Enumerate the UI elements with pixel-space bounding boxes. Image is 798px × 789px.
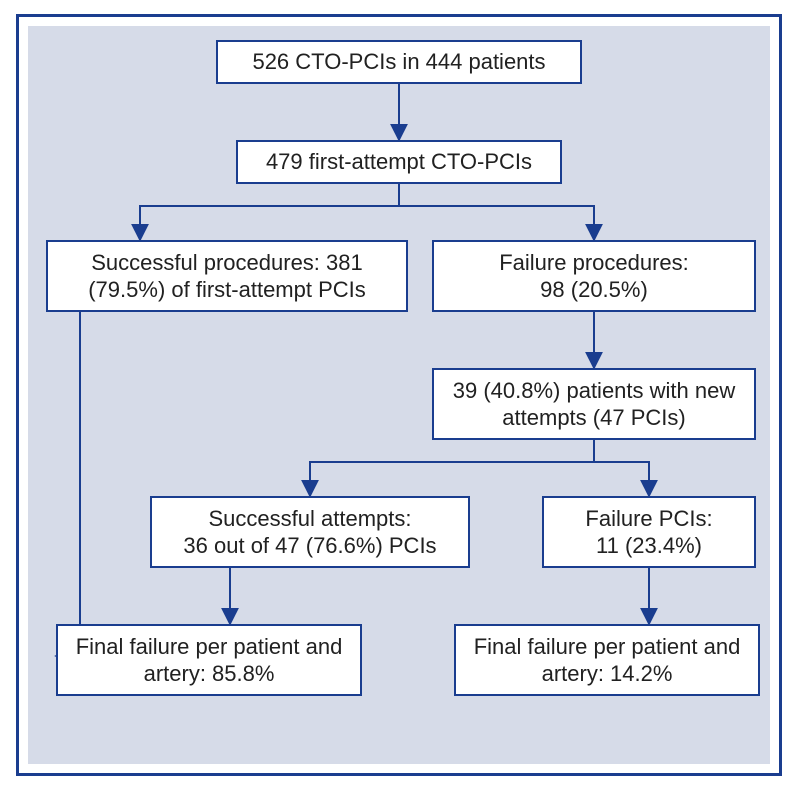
node-n1: 526 CTO-PCIs in 444 patients [216,40,582,84]
node-n8: Final failure per patient and artery: 85… [56,624,362,696]
node-n4: Failure procedures:98 (20.5%) [432,240,756,312]
node-n9: Final failure per patient and artery: 14… [454,624,760,696]
node-n6: Successful attempts:36 out of 47 (76.6%)… [150,496,470,568]
node-n3: Successful procedures: 381 (79.5%) of fi… [46,240,408,312]
flowchart-canvas: 526 CTO-PCIs in 444 patients 479 first-at… [0,0,798,789]
node-n5: 39 (40.8%) patients with new attempts (4… [432,368,756,440]
node-n2: 479 first-attempt CTO-PCIs [236,140,562,184]
node-n7: Failure PCIs:11 (23.4%) [542,496,756,568]
